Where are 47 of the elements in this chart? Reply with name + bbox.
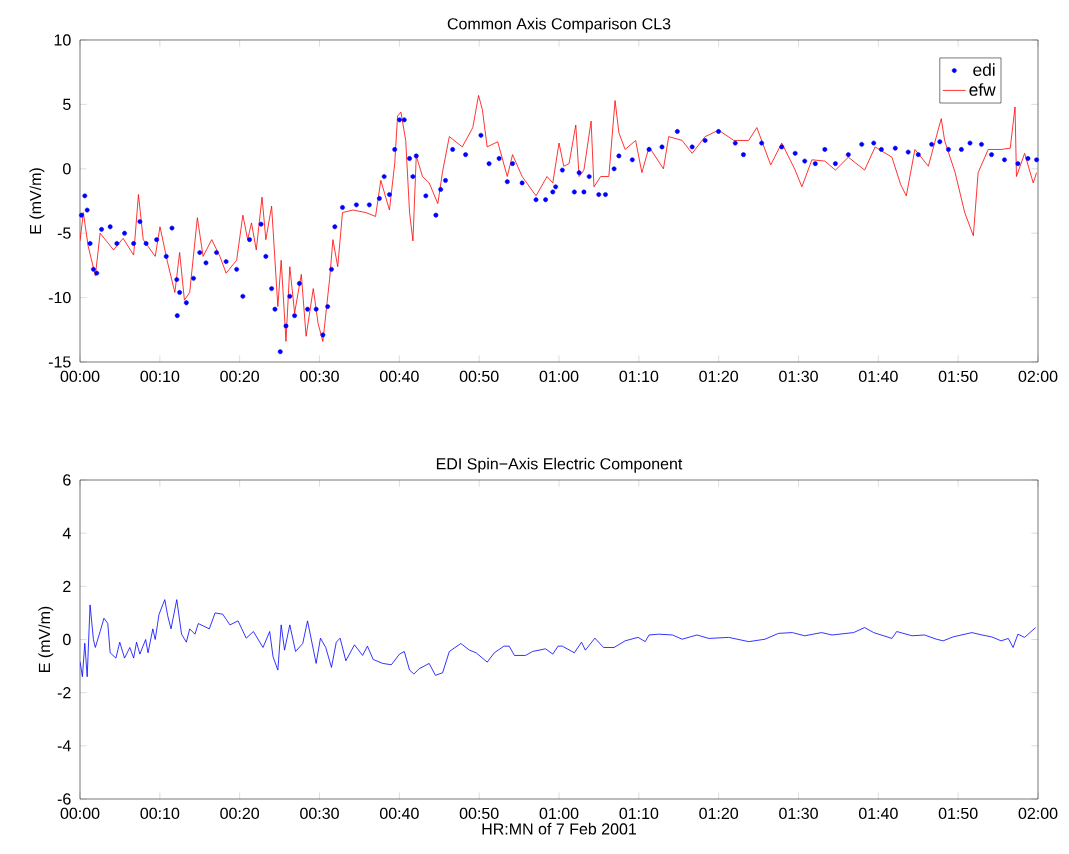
y-tick-label: -2 <box>57 687 71 699</box>
y-tick-label: 2 <box>63 580 71 592</box>
x-tick-label: 01:40 <box>858 807 898 820</box>
chart-title: Common Axis Comparison CL3 <box>447 17 671 33</box>
x-tick-label: 01:20 <box>699 807 739 820</box>
y-axis-title: E (mV/m) <box>29 168 45 234</box>
x-tick-label: 00:10 <box>140 370 180 383</box>
x-tick-label: 01:30 <box>779 807 818 820</box>
y-tick-label: -15 <box>48 356 71 368</box>
x-axis-title: HR:MN of 7 Feb 2001 <box>482 822 637 835</box>
x-tick-label: 01:50 <box>938 807 978 820</box>
x-tick-label: 01:40 <box>858 370 898 383</box>
x-tick-label: 00:00 <box>60 370 100 383</box>
line-series <box>80 599 1037 678</box>
y-tick-label: -4 <box>57 740 71 752</box>
x-tick-label: 00:20 <box>220 807 260 820</box>
x-tick-label: 01:00 <box>539 370 579 383</box>
y-tick-label: 10 <box>54 34 71 46</box>
x-tick-label: 00:50 <box>459 807 499 820</box>
chart-title: EDI Spin−Axis Electric Component <box>436 457 683 473</box>
x-tick-label: 00:30 <box>300 807 339 820</box>
x-tick-label: 00:20 <box>220 370 260 383</box>
x-tick-label: 01:50 <box>938 370 978 383</box>
x-tick-label: 01:30 <box>779 370 818 383</box>
y-tick-label: -5 <box>57 227 71 239</box>
x-tick-label: 01:10 <box>619 807 659 820</box>
x-tick-label: 00:40 <box>379 370 419 383</box>
x-tick-label: 00:00 <box>60 807 100 820</box>
x-tick-label: 02:00 <box>1018 807 1058 820</box>
y-tick-label: 6 <box>63 474 71 486</box>
legend-label: edi <box>973 63 995 76</box>
x-tick-label: 01:00 <box>539 807 579 820</box>
x-tick-label: 02:00 <box>1018 370 1058 383</box>
y-tick-label: 5 <box>63 98 71 110</box>
y-axis-title: E (mV/m) <box>38 606 54 672</box>
y-tick-label: -6 <box>57 793 71 805</box>
x-tick-label: 00:10 <box>140 807 180 820</box>
y-tick-label: 0 <box>63 633 71 646</box>
x-tick-label: 00:40 <box>379 807 419 820</box>
y-tick-label: -10 <box>48 291 71 304</box>
x-tick-label: 01:10 <box>619 370 659 383</box>
x-tick-label: 00:30 <box>300 370 339 383</box>
legend-label: efw <box>969 83 996 96</box>
x-tick-label: 00:50 <box>459 370 499 383</box>
y-tick-label: 0 <box>63 163 71 175</box>
y-tick-label: 4 <box>62 527 71 539</box>
x-tick-label: 01:20 <box>699 370 739 383</box>
